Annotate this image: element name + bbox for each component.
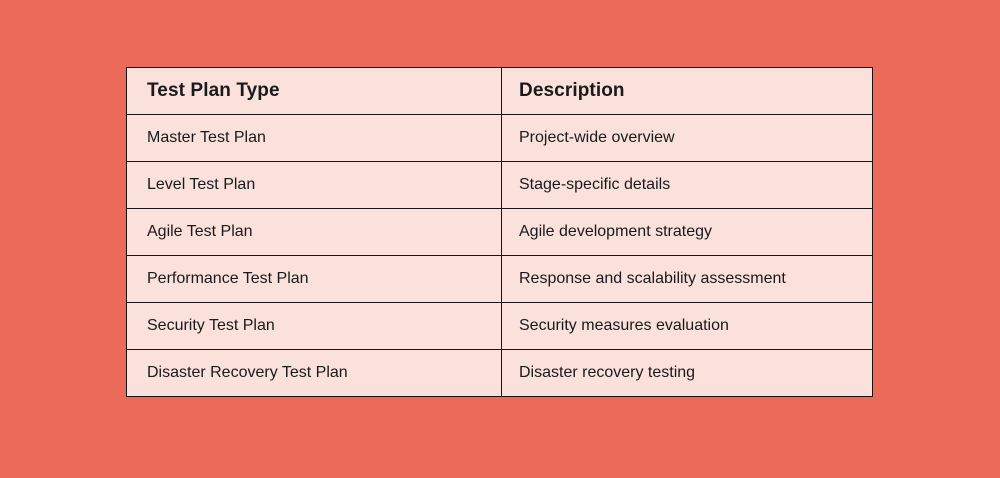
test-plan-type-cell: Agile Test Plan	[126, 208, 502, 256]
test-plan-table: Test Plan Type Description Master Test P…	[126, 67, 873, 397]
table-row: Disaster Recovery Test Plan Disaster rec…	[126, 349, 873, 397]
column-header-description: Description	[501, 67, 873, 115]
test-plan-type-cell: Performance Test Plan	[126, 255, 502, 303]
table-row: Agile Test Plan Agile development strate…	[126, 208, 873, 256]
test-plan-type-cell: Security Test Plan	[126, 302, 502, 350]
description-cell: Response and scalability assessment	[501, 255, 873, 303]
description-cell: Stage-specific details	[501, 161, 873, 209]
table-row: Security Test Plan Security measures eva…	[126, 302, 873, 350]
test-plan-type-cell: Master Test Plan	[126, 114, 502, 162]
table-row: Level Test Plan Stage-specific details	[126, 161, 873, 209]
description-cell: Project-wide overview	[501, 114, 873, 162]
table-row: Master Test Plan Project-wide overview	[126, 114, 873, 162]
test-plan-type-cell: Level Test Plan	[126, 161, 502, 209]
column-header-test-plan-type: Test Plan Type	[126, 67, 502, 115]
table-header-row: Test Plan Type Description	[126, 67, 873, 115]
description-cell: Disaster recovery testing	[501, 349, 873, 397]
table-row: Test Plan Type Description	[126, 67, 873, 115]
description-cell: Security measures evaluation	[501, 302, 873, 350]
description-cell: Agile development strategy	[501, 208, 873, 256]
test-plan-type-cell: Disaster Recovery Test Plan	[126, 349, 502, 397]
table-row: Performance Test Plan Response and scala…	[126, 255, 873, 303]
